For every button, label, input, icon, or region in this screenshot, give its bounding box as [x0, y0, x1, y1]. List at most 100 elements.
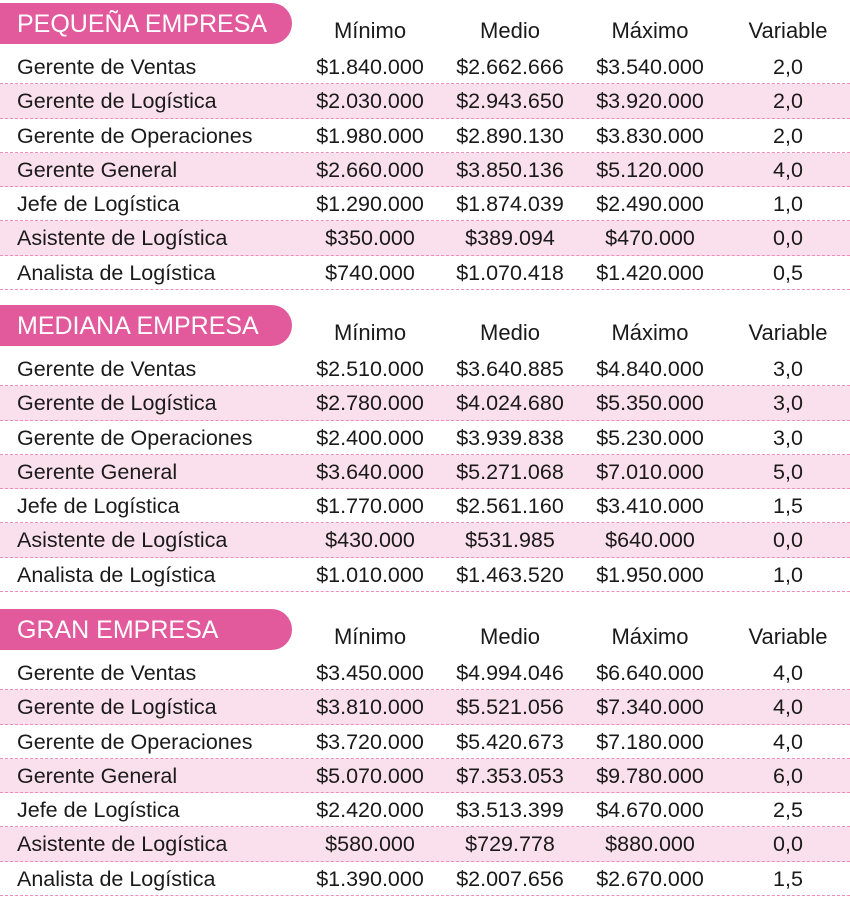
cell-variable: 2,0 [773, 123, 803, 148]
cell-variable: 5,0 [773, 459, 803, 484]
cell-minimo: $2.030.000 [316, 89, 424, 114]
cell-minimo: $5.070.000 [316, 763, 424, 788]
cell-minimo: $3.640.000 [316, 459, 424, 484]
cell-minimo: $1.980.000 [316, 123, 424, 148]
table-row: Gerente de Ventas $3.450.000 $4.994.046 $6.… [0, 656, 850, 691]
position-name: Gerente General [17, 157, 178, 182]
cell-minimo: $350.000 [325, 226, 415, 251]
cell-minimo: $1.390.000 [316, 866, 424, 891]
table-row: Gerente de Logística $3.810.000 $5.521.056… [0, 690, 850, 725]
cell-medio: $729.778 [465, 832, 555, 857]
section-gran-empresa: GRAN EMPRESA Mínimo Medio Máximo Variable Ge… [0, 606, 850, 897]
cell-medio: $5.420.673 [456, 729, 564, 754]
cell-variable: 1,0 [773, 192, 803, 217]
cell-maximo: $9.780.000 [596, 763, 704, 788]
section-header: PEQUEÑA EMPRESA Mínimo Medio Máximo Variable [0, 0, 850, 50]
table-row: Jefe de Logística $1.290.000 $1.874.039 $2.… [0, 187, 850, 222]
section-header: GRAN EMPRESA Mínimo Medio Máximo Variable [0, 606, 850, 656]
cell-variable: 1,0 [773, 562, 803, 587]
cell-medio: $2.007.656 [456, 866, 564, 891]
cell-medio: $5.271.068 [456, 459, 564, 484]
cell-minimo: $1.290.000 [316, 192, 424, 217]
table-row: Gerente de Ventas $2.510.000 $3.640.885 $4.… [0, 352, 850, 387]
cell-medio: $5.521.056 [456, 695, 564, 720]
cell-variable: 0,0 [773, 226, 803, 251]
cell-medio: $4.024.680 [456, 391, 564, 416]
cell-variable: 1,5 [773, 866, 803, 891]
cell-maximo: $5.230.000 [596, 425, 704, 450]
table-row: Jefe de Logística $2.420.000 $3.513.399 $4.… [0, 793, 850, 828]
column-header-medio: Medio [480, 18, 540, 43]
cell-maximo: $4.840.000 [596, 357, 704, 381]
cell-maximo: $5.120.000 [596, 157, 704, 182]
cell-variable: 2,0 [773, 55, 803, 79]
cell-maximo: $3.830.000 [596, 123, 704, 148]
cell-medio: $531.985 [465, 528, 555, 553]
cell-minimo: $3.810.000 [316, 695, 424, 720]
cell-variable: 3,0 [773, 357, 803, 381]
cell-variable: 0,0 [773, 832, 803, 857]
position-name: Gerente General [17, 763, 178, 788]
cell-variable: 0,0 [773, 528, 803, 553]
cell-minimo: $2.400.000 [316, 425, 424, 450]
cell-maximo: $3.410.000 [596, 494, 704, 519]
cell-maximo: $7.340.000 [596, 695, 704, 720]
position-name: Gerente de Logística [17, 695, 217, 720]
table-row: Gerente General $5.070.000 $7.353.053 $9.78… [0, 758, 850, 794]
cell-variable: 3,0 [773, 391, 803, 416]
cell-minimo: $1.010.000 [316, 562, 424, 587]
cell-medio: $3.640.885 [456, 357, 564, 381]
table-row: Gerente de Logística $2.030.000 $2.943.650… [0, 84, 850, 119]
section-title-badge: MEDIANA EMPRESA [0, 305, 292, 346]
cell-maximo: $880.000 [605, 832, 695, 857]
cell-maximo: $6.640.000 [596, 661, 704, 685]
position-name: Gerente de Logística [17, 391, 217, 416]
cell-medio: $1.463.520 [456, 562, 564, 587]
section-title-badge: PEQUEÑA EMPRESA [0, 3, 292, 44]
cell-minimo: $1.770.000 [316, 494, 424, 519]
cell-medio: $4.994.046 [456, 661, 564, 685]
section-header: MEDIANA EMPRESA Mínimo Medio Máximo Variable [0, 302, 850, 352]
table-row: Gerente de Operaciones $2.400.000 $3.939.8… [0, 421, 850, 455]
position-name: Jefe de Logística [17, 192, 180, 217]
section-mediana-empresa: MEDIANA EMPRESA Mínimo Medio Máximo Variable… [0, 302, 850, 593]
table-row: Analista de Logística $740.000 $1.070.418 $… [0, 256, 850, 291]
cell-medio: $2.561.160 [456, 494, 564, 519]
position-name: Analista de Logística [17, 562, 216, 587]
cell-maximo: $4.670.000 [596, 798, 704, 823]
position-name: Gerente de Operaciones [17, 729, 253, 754]
cell-medio: $3.850.136 [456, 157, 564, 182]
cell-variable: 2,0 [773, 89, 803, 114]
cell-medio: $2.890.130 [456, 123, 564, 148]
cell-maximo: $3.920.000 [596, 89, 704, 114]
cell-variable: 1,5 [773, 494, 803, 519]
position-name: Gerente de Operaciones [17, 425, 253, 450]
table-row: Asistente de Logística $350.000 $389.094 $4… [0, 221, 850, 256]
column-header-maximo: Máximo [611, 18, 689, 43]
cell-minimo: $2.510.000 [316, 357, 424, 381]
cell-minimo: $740.000 [325, 260, 415, 285]
cell-maximo: $7.010.000 [596, 459, 704, 484]
position-name: Gerente de Operaciones [17, 123, 253, 148]
cell-maximo: $640.000 [605, 528, 695, 553]
cell-minimo: $3.720.000 [316, 729, 424, 754]
column-header-variable: Variable [748, 624, 828, 649]
table-row: Gerente de Operaciones $1.980.000 $2.890.1… [0, 119, 850, 153]
column-header-minimo: Mínimo [333, 624, 407, 649]
column-header-maximo: Máximo [611, 320, 689, 345]
cell-minimo: $2.660.000 [316, 157, 424, 182]
cell-variable: 2,5 [773, 798, 803, 823]
cell-maximo: $1.420.000 [596, 260, 704, 285]
table-row: Gerente General $3.640.000 $5.271.068 $7.01… [0, 454, 850, 490]
position-name: Gerente de Ventas [17, 55, 197, 79]
cell-minimo: $580.000 [325, 832, 415, 857]
cell-minimo: $3.450.000 [316, 661, 424, 685]
cell-variable: 4,0 [773, 661, 803, 685]
cell-variable: 4,0 [773, 157, 803, 182]
cell-variable: 4,0 [773, 695, 803, 720]
table-row: Gerente de Ventas $1.840.000 $2.662.666 $3.… [0, 50, 850, 85]
table-row: Analista de Logística $1.390.000 $2.007.65… [0, 862, 850, 897]
table-row: Asistente de Logística $580.000 $729.778 $8… [0, 827, 850, 862]
column-header-variable: Variable [748, 18, 828, 43]
cell-maximo: $5.350.000 [596, 391, 704, 416]
